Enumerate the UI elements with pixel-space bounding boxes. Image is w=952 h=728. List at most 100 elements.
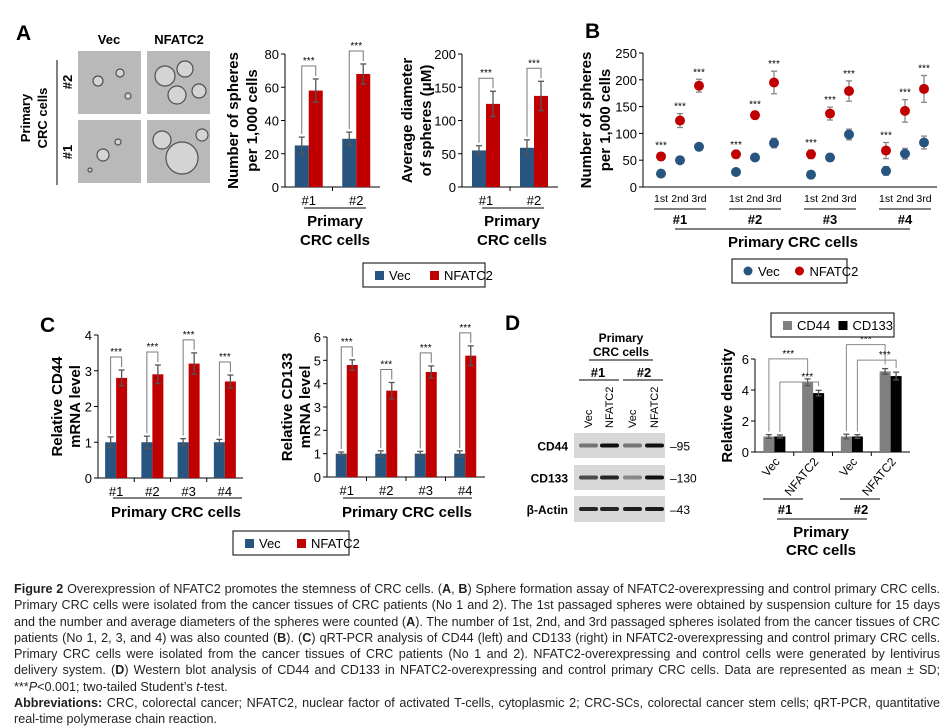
caption-text: -test. xyxy=(199,679,228,694)
point-vec xyxy=(656,168,666,179)
bar-nfatc2 xyxy=(486,103,500,187)
y-axis-label: per 1,000 cells xyxy=(244,69,261,172)
caption-text: ) Sphere formation assay of NFATC2-overe… xyxy=(14,582,940,629)
legend-swatch-cd44 xyxy=(783,321,792,330)
x-passage-label: 1st xyxy=(729,193,743,205)
significance-stars: *** xyxy=(147,342,159,353)
y-axis-label: Number of spheres xyxy=(225,52,242,189)
significance-stars: *** xyxy=(899,88,911,99)
blot-lane-label: NFATC2 xyxy=(649,387,661,428)
legend-swatch-nfatc2 xyxy=(297,539,306,548)
bar-vec xyxy=(105,442,117,478)
legend-label: NFATC2 xyxy=(810,264,859,279)
legend-marker-vec xyxy=(743,266,753,276)
legend-label: NFATC2 xyxy=(444,268,493,283)
legend-swatch-cd133 xyxy=(838,321,848,330)
caption-bold-text: Abbreviations: xyxy=(14,696,103,711)
y-axis-label: Average diameter xyxy=(399,58,416,184)
image-row-label-2: #2 xyxy=(60,75,75,89)
point-vec xyxy=(769,138,779,149)
point-nfatc2 xyxy=(825,108,835,119)
bar-cd44 xyxy=(802,382,814,452)
blot-band xyxy=(645,475,664,480)
x-group-label: #1 xyxy=(673,212,687,227)
significance-bracket xyxy=(348,50,364,130)
x-group-label: #3 xyxy=(823,212,837,227)
y-tick-label: 0 xyxy=(85,471,92,486)
caption-bold-text: C xyxy=(302,630,312,645)
point-nfatc2 xyxy=(694,80,704,91)
x-passage-label: 3rd xyxy=(841,193,856,205)
cell-sphere xyxy=(115,68,125,78)
significance-stars: *** xyxy=(880,131,892,142)
blot-band xyxy=(600,507,619,511)
legend-c: Vec NFATC2 xyxy=(232,530,360,556)
bar-vec xyxy=(294,145,309,187)
bar-cd133 xyxy=(774,436,786,452)
blot-kda-marker: –130 xyxy=(670,472,697,486)
significance-bracket xyxy=(110,356,123,434)
micrograph-background xyxy=(78,51,141,114)
blot-kda-marker: –95 xyxy=(670,440,690,454)
y-tick-label: 50 xyxy=(623,153,637,168)
significance-stars: *** xyxy=(843,69,855,80)
point-nfatc2 xyxy=(675,115,685,126)
significance-bracket xyxy=(845,344,886,432)
cell-sphere xyxy=(96,148,110,162)
x-category-label: #4 xyxy=(458,483,472,498)
x-axis-label: Primary CRC cells xyxy=(342,504,472,521)
bar-cd133 xyxy=(890,376,902,452)
y-tick-label: 60 xyxy=(265,80,279,95)
point-nfatc2 xyxy=(881,145,891,156)
x-category-label: #1 xyxy=(479,193,493,208)
cell-sphere xyxy=(87,167,93,173)
x-group-label: #2 xyxy=(748,212,762,227)
sphere-micrograph xyxy=(147,51,210,114)
bar-vec xyxy=(177,442,189,478)
x-passage-label: 2nd xyxy=(896,193,914,205)
y-tick-label: 0 xyxy=(272,180,279,195)
significance-stars: *** xyxy=(183,330,195,341)
bar-cd133 xyxy=(851,436,863,452)
significance-stars: *** xyxy=(219,352,231,363)
bar-nfatc2 xyxy=(188,363,200,478)
blot-row-label: CD133 xyxy=(531,472,569,486)
x-axis-label: Primary xyxy=(793,524,850,541)
x-passage-label: 1st xyxy=(654,193,668,205)
x-passage-label: 3rd xyxy=(691,193,706,205)
image-side-label: Primary xyxy=(18,93,33,142)
bar-nfatc2 xyxy=(534,95,548,187)
bar-cd133 xyxy=(813,393,825,452)
x-category-label: #1 xyxy=(340,483,354,498)
x-passage-label: 3rd xyxy=(916,193,931,205)
sphere-micrograph xyxy=(147,120,210,183)
sphere-micrograph xyxy=(78,120,141,183)
bar-chart-c: 0 1 2 3 4 #1 #2 #3 #4 *** *** *** *** Relative CD44 mR… xyxy=(49,328,243,499)
significance-bracket xyxy=(218,361,231,437)
x-axis-label: Primary CRC cells xyxy=(728,234,858,251)
blot-row-label: β-Actin xyxy=(527,503,568,517)
bar-vec xyxy=(375,453,387,477)
bar-cd44 xyxy=(763,436,775,452)
significance-stars: *** xyxy=(860,335,872,346)
y-tick-label: 1 xyxy=(314,447,321,462)
x-axis-label: CRC cells xyxy=(300,232,370,249)
y-axis-label: of spheres (μM) xyxy=(418,65,435,177)
blot-kda-marker: –43 xyxy=(670,503,690,517)
cell-sphere xyxy=(167,85,187,105)
bar-chart-a: 0 50 100 150 200 #1 #2 *** *** Average diameter of… xyxy=(399,47,558,208)
x-passage-label: 1st xyxy=(804,193,818,205)
sphere-micrograph xyxy=(78,51,141,114)
bar-vec xyxy=(141,442,153,478)
significance-bracket xyxy=(419,352,432,449)
panel-letter-b: B xyxy=(585,20,600,43)
legend-b: Vec NFATC2 xyxy=(731,258,859,284)
point-vec xyxy=(731,166,741,177)
blot-row-label: CD44 xyxy=(537,440,568,454)
x-group-label: #1 xyxy=(778,502,792,517)
y-axis-label: Number of spheres xyxy=(578,52,595,189)
caption-bold-text: B xyxy=(277,630,287,645)
point-vec xyxy=(750,152,760,163)
blot-band xyxy=(623,507,642,511)
bar-vec xyxy=(213,442,225,478)
